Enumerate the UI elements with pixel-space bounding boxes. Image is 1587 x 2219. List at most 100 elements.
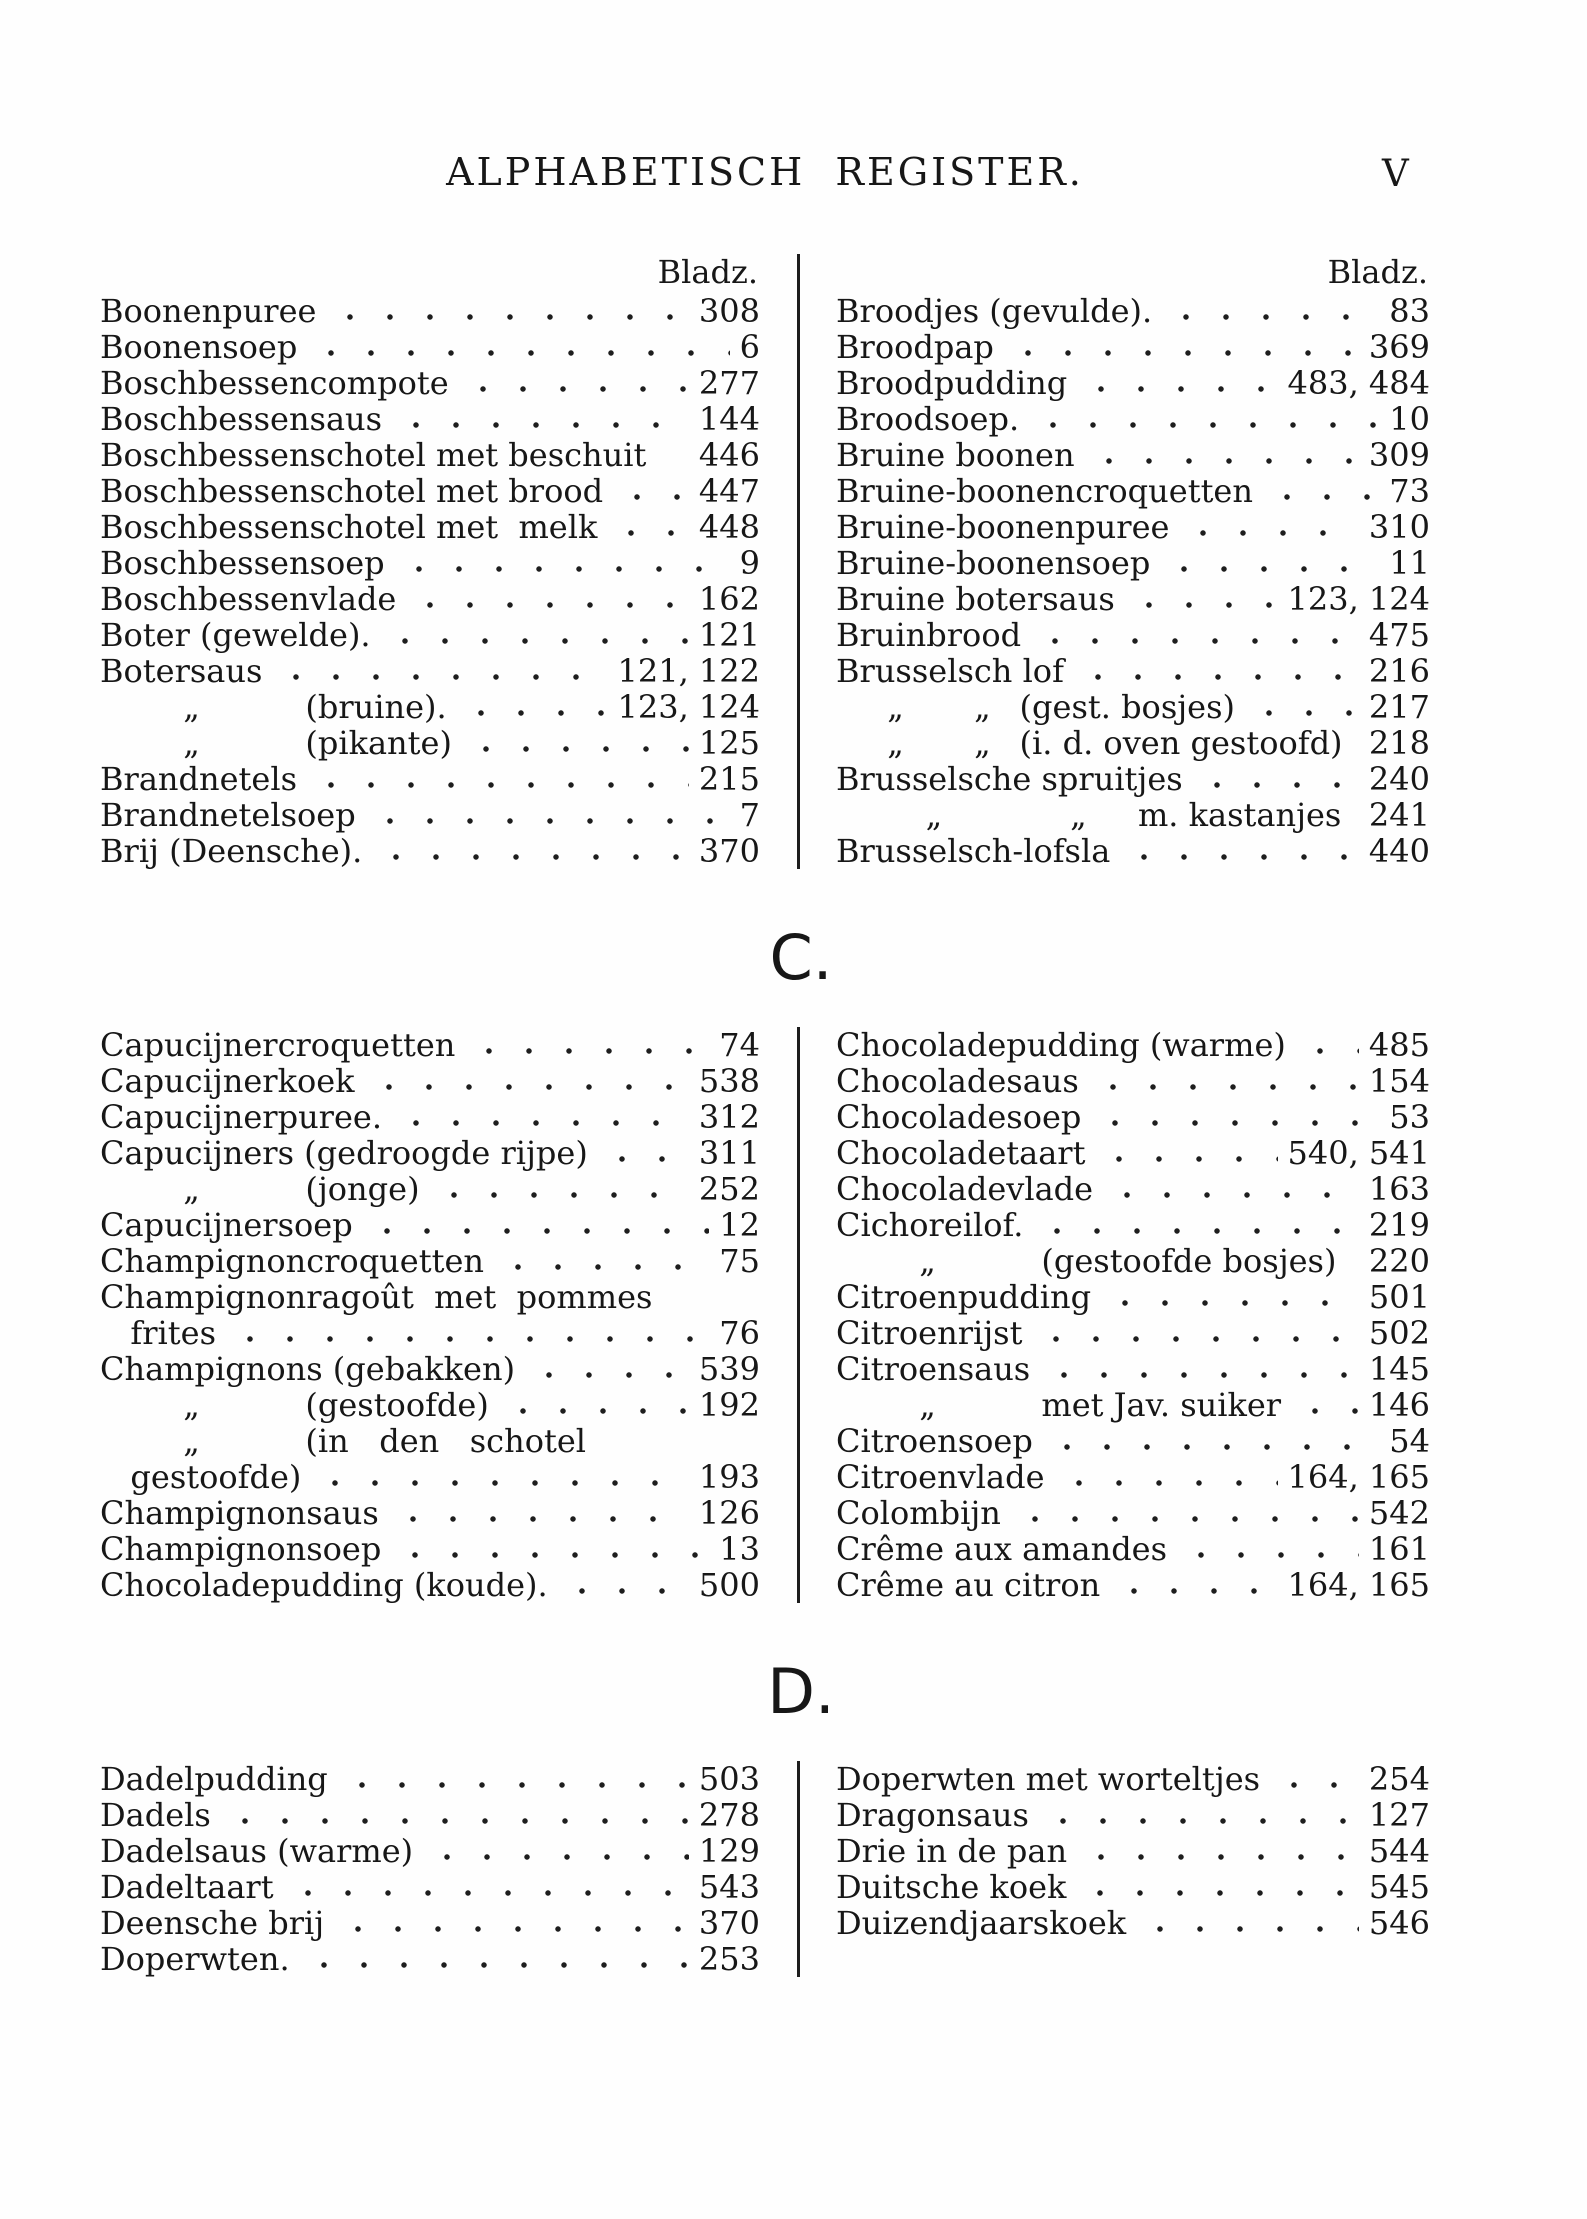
entry-text: Chocoladevlade (836, 1170, 1094, 1208)
entry-page: 127 (1368, 1796, 1430, 1834)
index-entry: Chocoladesoep 53 (836, 1099, 1430, 1135)
dot-leader (601, 1135, 689, 1171)
entry-page: 121, 122 (617, 652, 761, 690)
dot-leader (398, 545, 730, 581)
entry-page: 144 (698, 400, 760, 438)
dot-leader (396, 1099, 689, 1135)
dot-leader (229, 1315, 710, 1351)
entry-page: 502 (1368, 1314, 1430, 1352)
entry-page: 193 (698, 1458, 760, 1496)
entry-text: Brusselsch-lofsla (836, 832, 1111, 870)
index-entry: „ (in den schotel (100, 1423, 760, 1459)
entry-page: 83 (1389, 292, 1430, 330)
entry-text: frites (130, 1314, 216, 1352)
entry-text: Chocoladepudding (koude). (100, 1566, 548, 1604)
entry-page: 448 (698, 508, 760, 546)
index-entry: Doperwten. 253 (100, 1941, 760, 1977)
index-entry: Citroenrijst 502 (836, 1315, 1430, 1351)
column-divider-slot (760, 1027, 836, 1603)
dot-leader (276, 653, 608, 689)
dot-leader (1350, 1243, 1359, 1279)
index-entry: Champignonragoût met pommes (100, 1279, 760, 1315)
ditto-mark: „ (925, 796, 943, 834)
dot-leader (1014, 1495, 1359, 1531)
dot-leader (611, 509, 689, 545)
entry-text: gestoofde) (130, 1458, 302, 1496)
index-entry: „ met Jav. suiker 146 (836, 1387, 1430, 1423)
index-entry: Duizendjaarskoek 546 (836, 1905, 1430, 1941)
entry-page: 447 (698, 472, 760, 510)
dot-leader (502, 1387, 689, 1423)
index-entry: Citroenpudding 501 (836, 1279, 1430, 1315)
index-entry: Brij (Deensche). 370 (100, 833, 760, 869)
dot-leader (1183, 509, 1359, 545)
entry-page: 240 (1368, 760, 1430, 798)
dot-leader (600, 1423, 754, 1459)
entry-text: Duitsche koek (836, 1868, 1067, 1906)
entry-text: Citroensoep (836, 1422, 1033, 1460)
entry-text: Bruine-boonenpuree (836, 508, 1170, 546)
index-entry: Citroensaus 145 (836, 1351, 1430, 1387)
section-columns: Bladz. Boonenpuree 308 Boonensoep 6 Boschbess… (100, 254, 1430, 869)
entry-page: 503 (698, 1760, 760, 1798)
entry-text: Champignonsaus (100, 1494, 379, 1532)
dot-leader (1036, 1315, 1359, 1351)
index-entry: gestoofde) 193 (100, 1459, 760, 1495)
index-entry: Chocoladevlade 163 (836, 1171, 1430, 1207)
index-entry: Capucijnerpuree. 312 (100, 1099, 760, 1135)
entry-text: Boschbessenschotel met beschuit (100, 436, 647, 474)
entry-text: Champignoncroquetten (100, 1242, 484, 1280)
dot-leader (1140, 1905, 1359, 1941)
dot-leader (303, 1941, 689, 1977)
index-entry: Boonenpuree 308 (100, 293, 760, 329)
dot-leader (1105, 1279, 1359, 1315)
entry-page: 215 (698, 760, 760, 798)
index-entry: Broodpap 369 (836, 329, 1430, 365)
dot-leader (330, 293, 689, 329)
dot-leader (1095, 1099, 1380, 1135)
index-entry: Botersaus 121, 122 (100, 653, 760, 689)
section-columns: Capucijnercroquetten 74 Capucijnerkoek 538 C… (100, 1027, 1430, 1603)
dot-leader (396, 401, 689, 437)
entry-page: 544 (1368, 1832, 1430, 1870)
entry-text: Broodjes (gevulde). (836, 292, 1153, 330)
dot-leader (287, 1869, 689, 1905)
dot-leader (1357, 725, 1359, 761)
entry-text: (gestoofde) (305, 1386, 489, 1424)
entry-page: 253 (698, 1940, 760, 1978)
index-entry: Champignons (gebakken) 539 (100, 1351, 760, 1387)
index-entry: Dadels 278 (100, 1797, 760, 1833)
entry-text: Dadelsaus (warme) (100, 1832, 414, 1870)
entry-page: 220 (1368, 1242, 1430, 1280)
dot-leader (1128, 581, 1278, 617)
dot-leader (1007, 329, 1359, 365)
index-entry: Boschbessenschotel met brood 447 (100, 473, 760, 509)
entry-page: 7 (739, 796, 760, 834)
index-entry: Drie in de pan 544 (836, 1833, 1430, 1869)
entry-page: 370 (698, 832, 760, 870)
ditto-mark: „ (887, 688, 904, 726)
dot-leader (369, 797, 730, 833)
column-header: Bladz. (1327, 253, 1428, 291)
entry-page: 126 (698, 1494, 760, 1532)
dot-leader (617, 473, 689, 509)
index-entry: Doperwten met worteltjes 254 (836, 1761, 1430, 1797)
index-entry: Citroensoep 54 (836, 1423, 1430, 1459)
dot-leader (376, 833, 689, 869)
entry-text: Boschbessenschotel met melk (100, 508, 598, 546)
entry-text: Cichoreilof. (836, 1206, 1024, 1244)
entry-page: 311 (698, 1134, 760, 1172)
dot-leader (392, 1495, 689, 1531)
entry-text: Brij (Deensche). (100, 832, 363, 870)
sections: Bladz. Boonenpuree 308 Boonensoep 6 Boschbess… (100, 254, 1430, 1977)
section-columns: Dadelpudding 503 Dadels 278 Dadelsaus (warme… (100, 1761, 1430, 1977)
ditto-mark: „ (183, 1422, 200, 1460)
dot-leader (1266, 473, 1380, 509)
entry-text: Dragonsaus (836, 1796, 1029, 1834)
index-entry: Boschbessensoep 9 (100, 545, 760, 581)
dot-leader (469, 1027, 710, 1063)
entry-page: 9 (739, 544, 760, 582)
dot-leader (1088, 437, 1359, 473)
entry-text: Colombijn (836, 1494, 1001, 1532)
entry-page: 309 (1368, 436, 1430, 474)
